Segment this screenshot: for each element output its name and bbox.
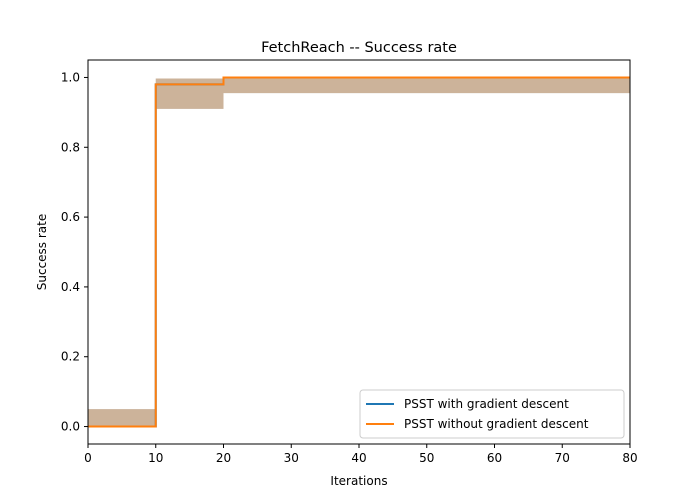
y-tick-label: 0.8 [61,140,80,154]
x-tick-label: 80 [622,451,637,465]
y-tick-label: 0.4 [61,280,80,294]
confidence-bands [88,77,630,427]
series-lines [88,76,630,428]
x-axis-ticks: 0 10 20 30 40 50 60 70 80 [84,444,638,465]
series-line-2 [88,76,630,428]
confidence-band-1 [88,77,630,427]
x-tick-label: 20 [216,451,231,465]
legend: PSST with gradient descent PSST without g… [359,389,625,439]
x-tick-label: 40 [351,451,366,465]
x-tick-label: 0 [84,451,92,465]
y-tick-label: 0.2 [61,350,80,364]
x-tick-label: 70 [555,451,570,465]
y-axis-label: Success rate [35,214,49,291]
x-tick-label: 50 [419,451,434,465]
legend-label-1: PSST with gradient descent [404,397,569,411]
x-tick-label: 60 [487,451,502,465]
y-axis-ticks: 0.0 0.2 0.4 0.6 0.8 1.0 [61,70,88,434]
y-tick-label: 1.0 [61,70,80,84]
confidence-band-2 [88,77,630,427]
y-tick-label: 0.0 [61,420,80,434]
y-tick-label: 0.6 [61,210,80,224]
plot-frame [87,59,631,445]
legend-box [359,389,625,439]
chart-title: FetchReach -- Success rate [261,40,457,56]
x-tick-label: 30 [284,451,299,465]
x-tick-label: 10 [148,451,163,465]
series-line-1 [88,76,630,428]
legend-label-2: PSST without gradient descent [404,417,589,431]
x-axis-label: Iterations [330,474,387,488]
